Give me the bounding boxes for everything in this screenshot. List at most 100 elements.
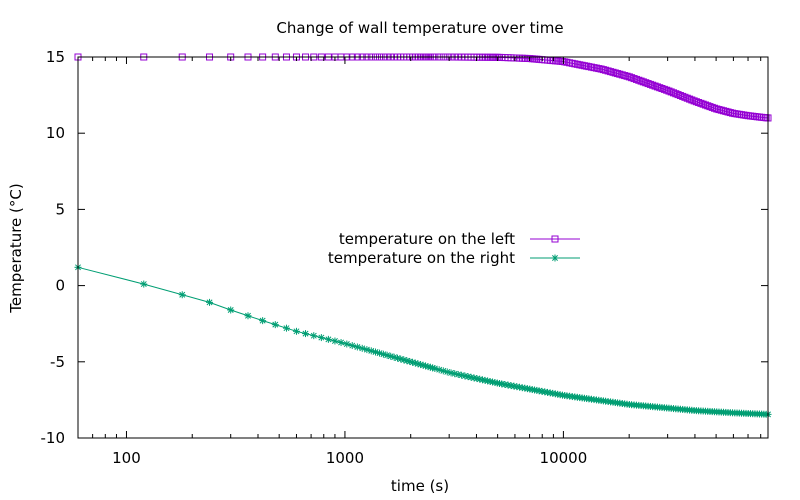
data-point [614, 70, 622, 78]
data-point [343, 340, 351, 348]
marker-stroke [227, 307, 234, 313]
marker-stroke [293, 328, 300, 335]
data-point [644, 80, 652, 88]
data-point [688, 96, 696, 104]
data-point [282, 324, 290, 332]
data-point [667, 88, 675, 96]
marker-stroke [461, 372, 468, 379]
marker-stroke [310, 332, 317, 339]
marker-stroke [431, 365, 438, 372]
series-left [74, 53, 772, 122]
marker-stroke [451, 370, 458, 377]
marker-stroke [508, 382, 515, 389]
marker-stroke [436, 366, 443, 373]
marker-stroke [458, 372, 465, 379]
data-point [713, 105, 721, 113]
data-point [206, 298, 214, 306]
data-point [607, 68, 615, 76]
marker-stroke [387, 353, 394, 360]
data-point [683, 94, 691, 102]
data-point [630, 75, 638, 83]
marker-stroke [501, 381, 508, 388]
marker-stroke [206, 299, 213, 306]
marker-stroke [384, 352, 391, 359]
marker-stroke [397, 356, 404, 362]
legend-marker [551, 235, 559, 243]
marker-stroke [318, 334, 325, 341]
y-axis-label: Temperature (°C) [7, 183, 25, 313]
data-point [348, 342, 356, 350]
data-point [672, 90, 680, 98]
marker-stroke [406, 358, 413, 365]
data-point [724, 108, 732, 116]
marker-stroke [343, 341, 350, 348]
y-tick-label: 10 [46, 124, 65, 142]
marker-stroke [363, 346, 370, 353]
y-tick-label: 0 [55, 277, 65, 295]
marker-stroke [511, 383, 517, 390]
data-point [310, 332, 318, 340]
marker-stroke [380, 351, 387, 358]
marker-stroke [394, 355, 401, 362]
data-point [367, 347, 375, 355]
data-point [227, 306, 235, 314]
data-point [337, 339, 345, 347]
legend-swatches [530, 235, 580, 262]
data-point [635, 76, 643, 84]
marker-stroke [245, 312, 251, 319]
data-point [710, 104, 718, 112]
series-right [74, 263, 772, 418]
data-point [722, 107, 730, 115]
marker-stroke [422, 362, 429, 369]
data-point [676, 92, 684, 100]
marker-stroke [272, 321, 279, 328]
data-point [708, 103, 716, 111]
y-axis: -10 -5 0 5 10 15 [41, 48, 768, 447]
marker-stroke [471, 374, 478, 381]
data-point [637, 77, 645, 85]
marker-stroke [487, 378, 494, 385]
data-point [715, 106, 723, 114]
x-tick-label: 10000 [540, 449, 588, 467]
data-point [599, 66, 607, 74]
y-tick-label: 15 [46, 48, 65, 66]
data-point [656, 84, 664, 92]
data-point [538, 387, 546, 395]
y-tick-label: -10 [41, 429, 66, 447]
marker-stroke [391, 354, 398, 361]
x-tick-label: 100 [112, 449, 141, 467]
marker-stroke [505, 382, 512, 389]
marker-stroke [491, 379, 498, 386]
marker-stroke [302, 330, 309, 337]
marker-stroke [552, 255, 558, 261]
marker-stroke [415, 360, 421, 367]
marker-stroke [498, 380, 505, 387]
marker-stroke [484, 377, 491, 384]
marker-stroke [427, 364, 434, 371]
data-point [717, 106, 725, 114]
data-point [292, 327, 300, 335]
x-tick-label: 1000 [326, 449, 364, 467]
marker-stroke [409, 359, 416, 366]
data-point [665, 87, 673, 95]
legend-label-left: temperature on the left [339, 230, 515, 248]
y-tick-label: 5 [55, 200, 65, 218]
data-point [632, 75, 640, 83]
marker-stroke [425, 363, 431, 370]
data-point [140, 280, 148, 288]
data-point [649, 81, 657, 89]
data-point [431, 364, 439, 372]
data-point [324, 335, 332, 343]
data-point [379, 350, 387, 358]
marker-stroke [359, 345, 366, 352]
data-point [674, 91, 682, 99]
legend-marker [551, 254, 559, 262]
marker-stroke [338, 339, 345, 346]
data-point [706, 103, 714, 111]
marker-stroke [479, 376, 486, 383]
data-point [611, 69, 619, 77]
data-point [653, 83, 661, 91]
y-tick-label: -5 [50, 353, 65, 371]
marker-stroke [539, 388, 545, 395]
data-point [597, 65, 605, 73]
